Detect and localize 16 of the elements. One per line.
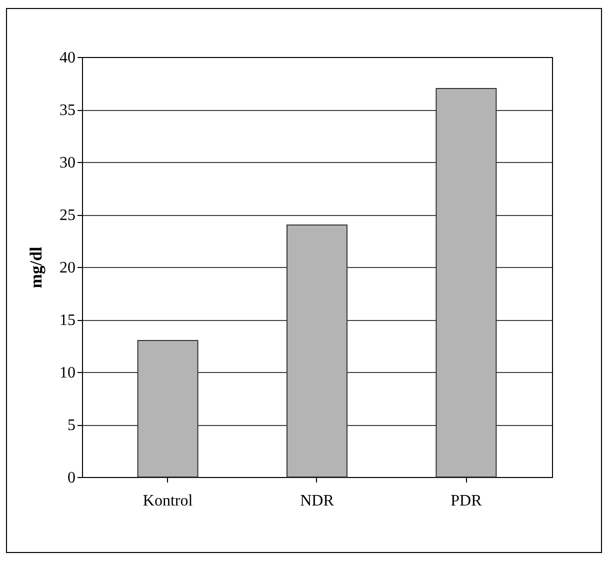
y-tick-label: 30	[60, 154, 76, 172]
y-tick-label: 10	[60, 364, 76, 382]
y-axis-title: mg/dl	[26, 246, 46, 288]
y-tick-label: 25	[60, 207, 76, 224]
x-tick-label: Kontrol	[142, 492, 194, 510]
y-tick-label: 35	[60, 102, 76, 119]
bar	[286, 224, 348, 478]
y-tick-label: 0	[68, 470, 76, 486]
x-tick-label: PDR	[450, 492, 482, 510]
y-tick-label: 15	[60, 312, 76, 329]
bar	[137, 340, 198, 478]
x-tick-label: NDR	[300, 492, 334, 510]
bar	[436, 88, 497, 478]
y-tick-label: 40	[60, 50, 76, 66]
y-tick-label: 20	[60, 260, 76, 276]
y-tick-label: 5	[68, 417, 76, 434]
